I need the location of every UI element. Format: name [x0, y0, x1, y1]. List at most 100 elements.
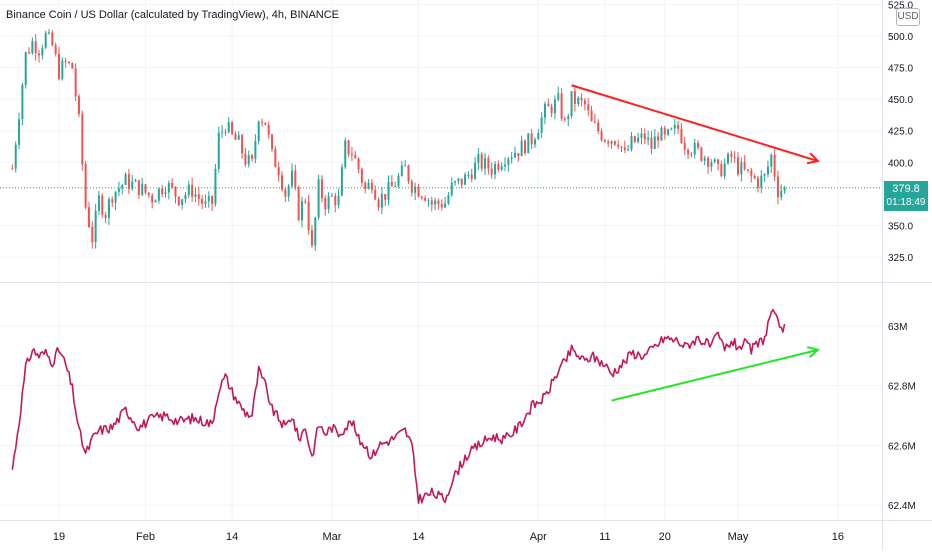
- volume-tick-label: 63M: [888, 322, 907, 333]
- candle-down: [437, 200, 440, 204]
- candle-down: [357, 158, 360, 170]
- candle-down: [231, 122, 234, 134]
- volume-tick-label: 62.6M: [888, 441, 916, 452]
- candle-down: [347, 140, 350, 155]
- candle-down: [81, 113, 84, 165]
- candle-up: [204, 201, 207, 204]
- candle-down: [67, 61, 70, 63]
- candle-up: [344, 140, 347, 168]
- candle-up: [114, 191, 117, 203]
- candle-down: [677, 124, 680, 129]
- candle-up: [494, 163, 497, 175]
- candle-up: [673, 124, 676, 129]
- time-tick-label: 14: [412, 531, 424, 543]
- candle-down: [587, 104, 590, 111]
- candle-up: [647, 137, 650, 140]
- candle-down: [241, 135, 244, 154]
- candle-up: [131, 181, 134, 189]
- candle-up: [121, 184, 124, 189]
- candle-up: [24, 52, 27, 85]
- trendline-annotations: [571, 84, 820, 402]
- candle-down: [304, 201, 307, 203]
- candle-up: [454, 181, 457, 183]
- volume-series-line: [11, 308, 786, 505]
- candle-up: [94, 210, 97, 243]
- grid-layer: [0, 0, 882, 520]
- chart-title: Binance Coin / US Dollar (calculated by …: [6, 9, 340, 21]
- candle-down: [71, 62, 74, 69]
- candle-up: [770, 154, 773, 167]
- price-tick-label: 450.0: [888, 95, 913, 106]
- candle-down: [707, 157, 710, 167]
- candle-up: [513, 153, 516, 158]
- price-tick-label: 325.0: [888, 253, 913, 264]
- candle-down: [560, 93, 563, 119]
- candle-down: [251, 155, 254, 159]
- candle-down: [470, 174, 473, 180]
- candle-down: [171, 183, 174, 187]
- candle-down: [687, 149, 690, 155]
- candle-down: [144, 184, 147, 193]
- candle-up: [187, 184, 190, 195]
- currency-button[interactable]: USD: [896, 8, 920, 26]
- candle-up: [780, 190, 783, 198]
- candle-down: [680, 128, 683, 143]
- candle-down: [281, 175, 284, 190]
- candle-down: [147, 192, 150, 196]
- price-tick-label: 425.0: [888, 127, 913, 138]
- candle-up: [300, 201, 303, 221]
- ascending-trendline-arrowhead: [806, 346, 820, 359]
- candle-down: [607, 141, 610, 144]
- candle-up: [14, 144, 17, 169]
- last-price-tag: 379.8 01:18:49: [884, 181, 928, 211]
- price-tick-label: 500.0: [888, 32, 913, 43]
- candle-up: [154, 200, 157, 203]
- time-tick-label: 14: [226, 531, 238, 543]
- candle-up: [760, 175, 763, 188]
- candle-up: [164, 192, 167, 195]
- candle-down: [523, 140, 526, 154]
- candle-up: [31, 41, 34, 54]
- candle-down: [151, 195, 154, 203]
- candle-down: [430, 200, 433, 205]
- candle-down: [294, 170, 297, 188]
- candle-up: [510, 157, 513, 159]
- candle-down: [603, 140, 606, 142]
- candle-down: [657, 136, 660, 141]
- candle-down: [384, 193, 387, 200]
- candle-up: [500, 166, 503, 170]
- candle-up: [477, 154, 480, 163]
- candle-down: [597, 122, 600, 132]
- candle-down: [91, 226, 94, 243]
- candle-up: [327, 195, 330, 210]
- candle-up: [553, 99, 556, 114]
- candle-up: [543, 103, 546, 118]
- candle-up: [167, 183, 170, 193]
- candle-down: [51, 32, 54, 46]
- candle-up: [520, 140, 523, 157]
- candle-up: [380, 193, 383, 208]
- candle-up: [194, 194, 197, 197]
- candle-down: [407, 165, 410, 182]
- price-tick-label: 400.0: [888, 158, 913, 169]
- candle-down: [224, 131, 227, 133]
- candle-up: [207, 195, 210, 202]
- candle-up: [400, 165, 403, 176]
- candle-up: [637, 137, 640, 143]
- candle-up: [404, 165, 407, 167]
- time-tick-label: May: [728, 531, 749, 543]
- candle-up: [540, 117, 543, 133]
- candle-down: [364, 182, 367, 189]
- candle-down: [271, 134, 274, 149]
- candle-up: [387, 181, 390, 200]
- candle-up: [134, 180, 137, 182]
- candle-down: [756, 178, 759, 188]
- candle-up: [457, 178, 460, 182]
- candle-down: [28, 52, 31, 54]
- candle-up: [314, 217, 317, 246]
- volume-tick-label: 62.8M: [888, 382, 916, 393]
- candle-down: [487, 158, 490, 169]
- candle-down: [490, 168, 493, 175]
